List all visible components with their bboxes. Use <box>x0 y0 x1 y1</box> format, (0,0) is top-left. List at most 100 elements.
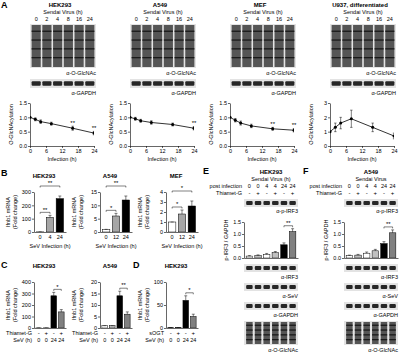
blot-band <box>342 39 351 40</box>
y-axis-title: O-GlcNAcylation <box>108 104 114 145</box>
blot-band <box>75 57 84 58</box>
blot-band <box>53 81 62 86</box>
error-bar <box>37 327 40 328</box>
tick-label: 24 <box>291 148 297 154</box>
tick: 0 <box>229 146 232 154</box>
tick-mark <box>32 219 34 220</box>
treatment-sign: + <box>374 190 378 196</box>
blot-band <box>75 39 84 40</box>
blot-band <box>385 31 394 32</box>
tick-mark <box>28 103 30 104</box>
tick-label: 12 <box>113 234 119 240</box>
data-point <box>193 127 195 130</box>
error-bar <box>371 123 373 132</box>
blot-lane <box>385 25 394 67</box>
y-axis: 051015 <box>91 189 101 235</box>
tick-mark <box>128 132 130 133</box>
tick: 24 <box>51 337 57 343</box>
blot-band <box>53 39 62 40</box>
tick: 1.0 <box>219 115 230 121</box>
bar <box>109 326 115 328</box>
tick: 0.5 <box>19 129 30 135</box>
treatment-sign: - <box>53 330 55 336</box>
blot-band <box>32 48 41 49</box>
plot-area <box>346 230 396 258</box>
tick: 0.0 <box>219 143 230 149</box>
blot-lane <box>353 25 362 67</box>
error-bar <box>291 229 294 232</box>
blot-lane <box>272 322 278 344</box>
significance-bracket <box>384 227 393 229</box>
tick: 0 <box>103 337 106 343</box>
blot-band <box>332 39 341 40</box>
data-point <box>34 118 37 121</box>
blot-band <box>272 201 278 205</box>
blot-lane <box>255 322 261 344</box>
blot-background <box>130 79 196 88</box>
error-bar <box>391 230 394 233</box>
blot-band <box>142 57 151 58</box>
tick: 18 <box>175 146 181 154</box>
tick-label: 1.0 <box>219 115 227 121</box>
tick-mark <box>164 222 166 223</box>
blot-band <box>75 31 84 32</box>
tick: 1 <box>324 129 330 135</box>
data-point <box>93 132 95 135</box>
blot-band <box>355 334 361 335</box>
error-bar <box>184 296 187 301</box>
annotation: * <box>110 205 113 211</box>
blot-band <box>246 285 252 289</box>
blot-band <box>272 339 278 340</box>
tick-label: 1.0 <box>19 115 27 121</box>
tick-label: 12 <box>359 148 365 154</box>
blot-row-label: α-GAPDH <box>171 90 196 96</box>
error-bar <box>239 121 241 125</box>
blot-band <box>342 48 351 49</box>
tick-label: 1 <box>324 129 327 135</box>
significance-bracket <box>106 186 126 188</box>
tick: 1 <box>160 219 166 225</box>
bar <box>58 312 64 328</box>
data-point <box>139 119 142 122</box>
bar <box>168 327 174 328</box>
blot-band <box>246 325 252 326</box>
tick-mark <box>32 305 34 306</box>
error-bar <box>126 312 129 314</box>
blot-band <box>242 31 251 32</box>
tick: 24 <box>190 337 196 343</box>
blot-band <box>275 57 284 58</box>
blot-band <box>32 81 41 86</box>
treatment-sign: + <box>391 190 395 196</box>
tick: 400 <box>22 279 34 285</box>
plot-area <box>102 291 130 328</box>
blot-band <box>363 329 369 330</box>
error-bar <box>350 110 352 127</box>
blot-band <box>372 334 378 335</box>
tick: 2 <box>160 209 166 215</box>
x-axis-title: SeV Infection (h) <box>30 243 71 249</box>
y-axis-title: O-GlcNAcylation <box>308 104 314 145</box>
tick: 24 <box>124 337 130 343</box>
axis-line <box>345 258 399 259</box>
error-bar <box>181 210 184 214</box>
plot-area <box>230 116 294 132</box>
blot-band <box>363 285 369 289</box>
blot-band <box>385 57 394 58</box>
lane-label: 2 <box>145 16 148 22</box>
lane-label: 0 <box>348 183 351 189</box>
blot-band <box>85 48 94 49</box>
blot-lane <box>372 322 378 344</box>
axis-line <box>230 104 231 147</box>
error-bar <box>93 131 94 134</box>
blot-band <box>255 285 261 289</box>
blot <box>244 321 298 345</box>
tick-label: 3 <box>324 100 327 106</box>
y-axis-title: (Fold change) <box>12 288 18 322</box>
treatment-sign: + <box>126 330 130 336</box>
blot-row-label: α-IRF3 <box>381 274 398 280</box>
tick: 24 <box>117 337 123 343</box>
figure: ABCDEFHEK293Sendai Virus (h)02481624α-O-… <box>0 0 400 357</box>
blot-row-label: α-SeV <box>283 293 299 299</box>
blot-band <box>242 81 251 86</box>
lane-row-label: post infection <box>210 183 242 189</box>
